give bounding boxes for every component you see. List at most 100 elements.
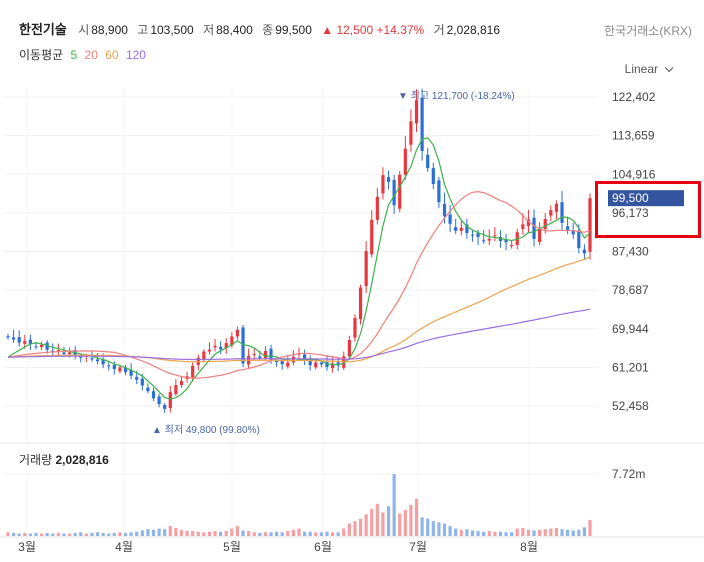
volume-bar	[196, 531, 200, 536]
candle-body	[521, 224, 525, 229]
volume-bar	[56, 532, 60, 536]
y-tick-label: 96,173	[612, 206, 649, 220]
volume-bar	[247, 531, 251, 536]
candle-body	[202, 351, 206, 360]
candle-body	[62, 352, 66, 355]
volume-bar	[336, 532, 340, 536]
x-tick-label: 8월	[520, 540, 538, 554]
volume-bar	[84, 533, 88, 536]
open-value: 88,900	[91, 23, 128, 37]
candle-body	[179, 381, 184, 386]
candle-body	[538, 229, 542, 243]
volume-bar	[560, 529, 564, 536]
ma-line-60	[7, 256, 591, 363]
candle-body	[364, 251, 368, 287]
candle-body	[275, 360, 279, 363]
candle-body	[577, 231, 581, 249]
volume-bar	[465, 529, 469, 536]
candle-body	[258, 356, 262, 359]
candle-body	[123, 367, 128, 373]
candle-body	[358, 287, 363, 320]
close-label: 종	[262, 23, 274, 37]
scale-dropdown-label: Linear	[624, 62, 658, 76]
ma-line-5	[7, 137, 591, 400]
low-value: 88,400	[216, 23, 253, 37]
candle-body	[476, 233, 480, 238]
candle-body	[504, 239, 508, 243]
candle-body	[17, 337, 21, 343]
scale-dropdown[interactable]: Linear	[624, 62, 674, 76]
quote-header: 한전기술 시 88,900 고 103,500 저 88,400 종 99,500 ▲ …	[19, 19, 506, 37]
volume-bar	[364, 514, 368, 536]
candle-body	[487, 238, 491, 241]
volume-bar	[459, 529, 463, 536]
ma-legend-60[interactable]: 60	[105, 48, 119, 62]
y-tick-label: 122,402	[612, 90, 656, 104]
ma-legend-20[interactable]: 20	[84, 48, 98, 62]
volume-bar	[476, 531, 480, 536]
ma-legend-5[interactable]: 5	[70, 48, 78, 62]
volume-bar	[286, 531, 290, 536]
candle-body	[224, 343, 228, 349]
candle-body	[409, 121, 413, 145]
candle-body	[174, 385, 178, 395]
candle-body	[45, 342, 49, 350]
ma-legend-120[interactable]: 120	[125, 48, 146, 62]
candle-body	[291, 356, 296, 363]
x-tick-label: 7월	[409, 540, 427, 554]
volume-bar	[45, 532, 49, 536]
volume-bar	[498, 531, 503, 536]
volume-panel-value: 2,028,816	[55, 453, 109, 467]
candle-body	[219, 346, 223, 350]
candle-body	[112, 364, 116, 370]
volume-bar	[454, 528, 458, 536]
candle-body	[235, 329, 240, 337]
volume-bar	[123, 532, 128, 536]
volume-bar	[386, 506, 391, 536]
volume-bar	[151, 529, 156, 536]
volume-bar	[163, 529, 167, 536]
volume-bar	[90, 532, 94, 536]
candle-body	[470, 234, 475, 236]
y-tick-label: 69,944	[612, 322, 649, 336]
volume-bar	[241, 530, 245, 536]
candle-body	[459, 227, 463, 231]
highlight-box	[595, 181, 701, 238]
ma-line-120	[7, 308, 591, 361]
candle-body	[302, 354, 307, 361]
volume-bar	[291, 529, 296, 536]
candle-body	[414, 100, 419, 124]
x-tick-label: 6월	[314, 540, 332, 554]
candle-body	[437, 180, 441, 203]
volume-bar	[219, 531, 223, 536]
volume-bar	[504, 532, 508, 536]
candle-body	[101, 358, 105, 365]
volume-bar	[554, 527, 559, 536]
y-tick-label: 61,201	[612, 360, 649, 374]
volume-bar	[493, 531, 497, 536]
exchange-label: 한국거래소(KRX)	[604, 24, 692, 38]
candle-body	[526, 219, 531, 226]
ma-line-20	[7, 190, 591, 379]
candle-body	[168, 392, 172, 408]
candle-body	[571, 230, 575, 235]
volume-bar	[51, 533, 55, 536]
ma-legend-title: 이동평균	[19, 48, 64, 62]
x-tick-label: 3월	[18, 540, 36, 554]
volume-bar	[582, 527, 587, 536]
volume-bar	[146, 529, 150, 536]
candle-body	[34, 346, 38, 348]
volume-bar	[39, 533, 44, 536]
candle-body	[213, 345, 217, 348]
volume-bar	[314, 532, 318, 536]
candle-body	[543, 218, 547, 230]
candle-body	[67, 352, 72, 355]
candle-body	[56, 350, 60, 352]
volume-bar	[549, 528, 553, 536]
candle-body	[157, 396, 161, 405]
volume-bar	[112, 532, 116, 536]
candle-body	[465, 224, 469, 234]
volume-bar	[347, 523, 351, 536]
y-tick-label: 78,687	[612, 283, 649, 297]
